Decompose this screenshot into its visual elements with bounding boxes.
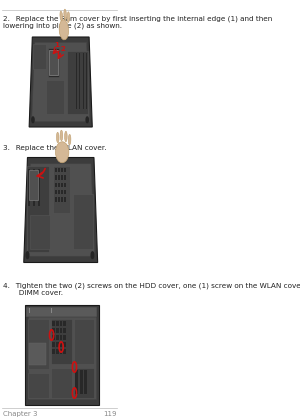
Text: 119: 119	[103, 411, 117, 417]
Circle shape	[91, 252, 94, 258]
Bar	[58, 183, 60, 187]
Ellipse shape	[60, 11, 63, 21]
Bar	[29, 308, 30, 313]
Ellipse shape	[67, 12, 70, 23]
Bar	[28, 169, 30, 206]
Bar	[58, 197, 60, 202]
Bar	[60, 328, 62, 333]
Bar	[67, 50, 88, 113]
Polygon shape	[28, 311, 96, 399]
Circle shape	[26, 252, 29, 258]
Bar	[51, 368, 71, 398]
Bar	[33, 169, 35, 206]
Bar	[58, 168, 60, 172]
Bar	[63, 321, 66, 326]
Bar	[80, 370, 82, 394]
Polygon shape	[29, 37, 92, 127]
Bar	[55, 183, 57, 187]
Bar	[55, 176, 57, 180]
Bar	[56, 342, 58, 346]
Polygon shape	[25, 305, 99, 405]
Text: 2.  Replace the Ram cover by first inserting the internal edge (1) and then lowe: 2. Replace the Ram cover by first insert…	[3, 15, 272, 29]
Bar	[61, 197, 63, 202]
Text: 4.  Tighten the two (2) screws on the HDD cover, one (1) screw on the WLAN cover: 4. Tighten the two (2) screws on the HDD…	[3, 282, 300, 296]
Bar	[28, 319, 49, 369]
Bar	[50, 50, 58, 75]
Bar	[63, 335, 66, 339]
Bar	[56, 321, 58, 326]
Bar	[46, 80, 64, 114]
Bar	[38, 169, 40, 206]
Bar	[61, 168, 63, 172]
Bar	[52, 321, 55, 326]
Polygon shape	[27, 164, 95, 256]
Ellipse shape	[59, 20, 69, 40]
Bar	[86, 53, 87, 109]
Bar	[83, 53, 84, 109]
Bar	[79, 53, 80, 109]
Bar	[52, 335, 55, 339]
Circle shape	[86, 117, 88, 123]
Bar	[63, 349, 66, 354]
Bar	[60, 342, 62, 346]
Ellipse shape	[64, 131, 67, 142]
Bar	[29, 343, 46, 365]
Bar	[52, 349, 55, 354]
Bar	[28, 373, 49, 398]
Bar	[55, 190, 57, 194]
Ellipse shape	[68, 134, 71, 145]
Text: 1: 1	[54, 42, 59, 48]
Circle shape	[32, 117, 34, 123]
Text: 2: 2	[60, 46, 65, 52]
Bar	[64, 176, 66, 180]
Text: Chapter 3: Chapter 3	[3, 411, 37, 417]
Bar	[30, 215, 50, 249]
Bar	[52, 328, 55, 333]
Ellipse shape	[56, 142, 69, 163]
Bar	[64, 197, 66, 202]
Bar	[84, 370, 87, 394]
Bar	[74, 319, 94, 364]
Bar	[29, 170, 38, 200]
Bar	[56, 335, 58, 339]
Bar	[55, 168, 57, 172]
Bar	[61, 183, 63, 187]
Bar	[33, 44, 46, 69]
Bar	[26, 307, 98, 317]
Ellipse shape	[60, 130, 63, 141]
Bar	[52, 342, 55, 346]
Bar	[60, 349, 62, 354]
Bar	[73, 194, 93, 249]
Bar	[27, 166, 49, 252]
Bar	[64, 190, 66, 194]
Bar	[63, 342, 66, 346]
Bar	[51, 319, 71, 364]
Ellipse shape	[56, 132, 59, 143]
Bar	[61, 176, 63, 180]
Bar	[63, 328, 66, 333]
Bar	[60, 321, 62, 326]
Bar	[48, 48, 59, 76]
Bar	[58, 176, 60, 180]
Bar	[61, 190, 63, 194]
Text: 3.  Replace the WLAN cover.: 3. Replace the WLAN cover.	[3, 145, 106, 151]
Bar	[64, 168, 66, 172]
Bar	[76, 53, 77, 109]
Bar	[75, 370, 78, 394]
Bar	[64, 183, 66, 187]
Polygon shape	[32, 42, 90, 122]
Bar	[60, 335, 62, 339]
Bar	[74, 368, 94, 398]
Bar	[53, 166, 70, 213]
Ellipse shape	[64, 9, 66, 20]
Bar	[55, 197, 57, 202]
Bar	[58, 190, 60, 194]
Bar	[56, 349, 58, 354]
Bar	[56, 328, 58, 333]
Bar	[51, 308, 52, 313]
Polygon shape	[24, 158, 98, 262]
